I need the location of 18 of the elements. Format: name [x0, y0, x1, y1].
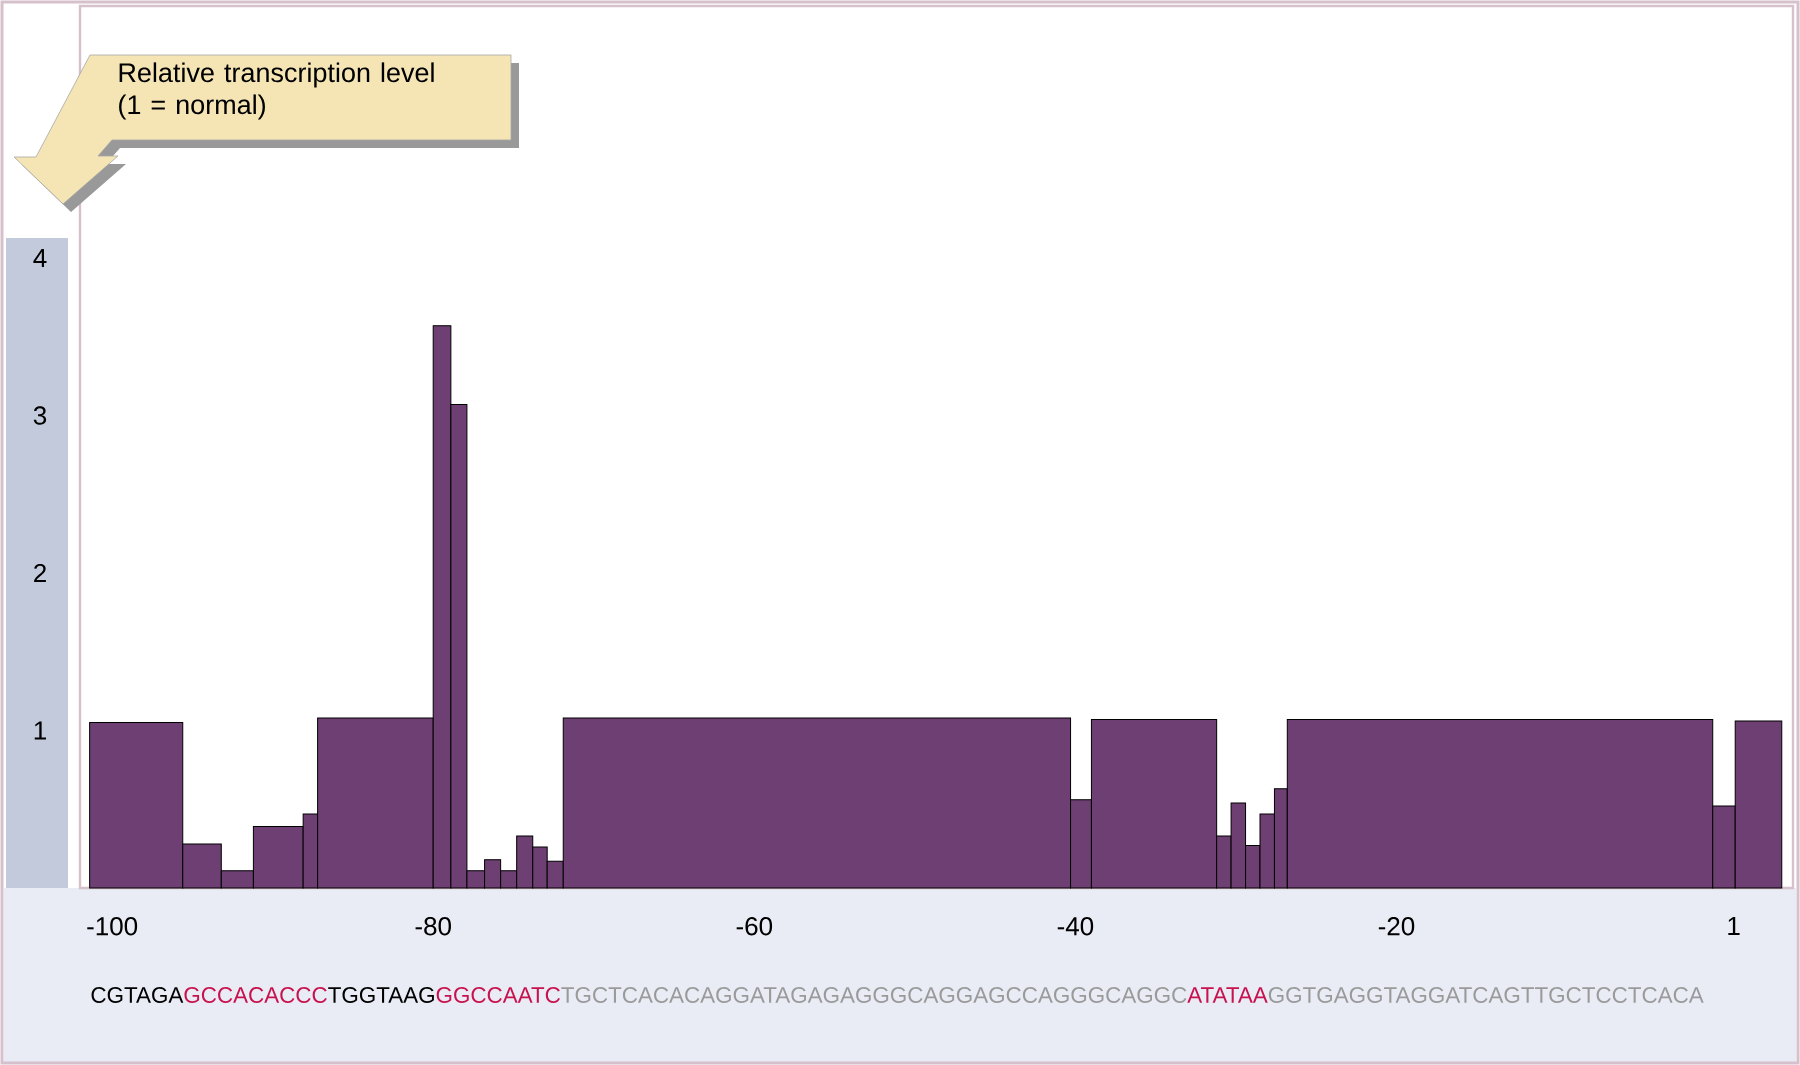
y-axis-title: Relative transcription level (1 = normal): [119, 62, 434, 120]
x-tick-label: -40: [1057, 917, 1094, 936]
x-tick-label: -60: [736, 917, 773, 936]
text: TGGTAAG: [328, 987, 434, 1003]
x-tick-label: -20: [1378, 917, 1415, 936]
text: GCCACACCC: [184, 987, 327, 1003]
y-tick-label: 2: [34, 563, 46, 583]
x-tick-label: -100: [87, 917, 138, 936]
x-tick-label: 1: [1728, 917, 1740, 935]
text: GGTGAGGTAGGATCAGTTGCTCCTCACA: [1268, 987, 1704, 1003]
y-tick-label: 3: [33, 406, 47, 425]
text: CGTAGA: [91, 987, 184, 1003]
text: ATATAA: [1187, 987, 1268, 1003]
y-tick-label: 1: [34, 721, 46, 740]
text: TGCTCACACAGGATAGAGAGGGCAGGAGCCAGGGCAGGC: [561, 987, 1187, 1003]
x-tick-label: -80: [415, 917, 451, 936]
text: GGCCAATC: [436, 987, 560, 1003]
y-tick-label: 4: [33, 249, 47, 267]
